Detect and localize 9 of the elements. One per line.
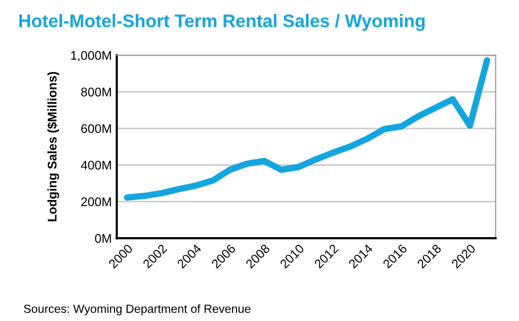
- y-tick-label: 800M: [81, 88, 111, 96]
- y-tick-label: 200M: [81, 197, 111, 206]
- source-note: Sources: Wyoming Department of Revenue: [24, 304, 250, 316]
- chart-title: Hotel-Motel-Short Term Rental Sales / Wyoming: [19, 14, 425, 31]
- y-tick-label: 1,000M: [71, 51, 111, 62]
- y-tick-label: 400M: [80, 160, 111, 170]
- y-tick-label: 0M: [95, 234, 111, 243]
- y-axis-title: Lodging Sales ($Millions): [47, 72, 60, 222]
- y-tick-label: 600M: [81, 124, 111, 134]
